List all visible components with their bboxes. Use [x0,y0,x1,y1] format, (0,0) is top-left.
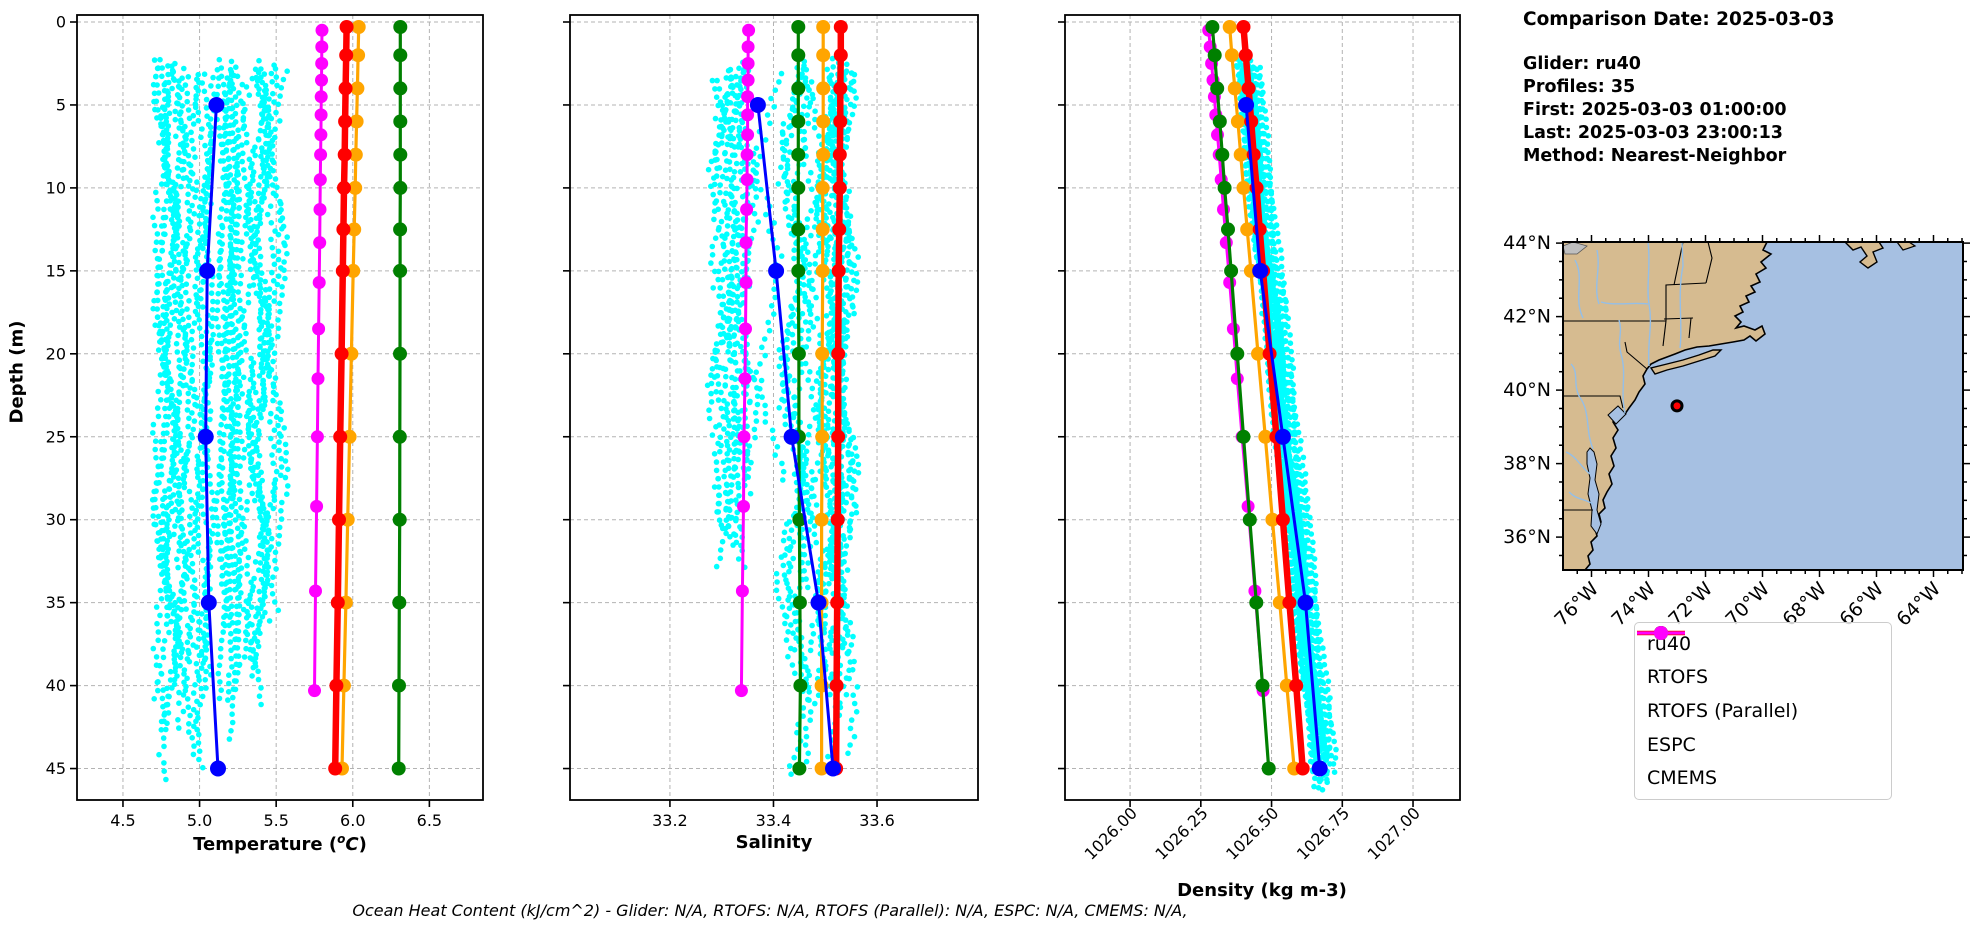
map-coastline [1563,242,1773,570]
svg-text:6.5: 6.5 [417,811,442,830]
density-panel: 1026.00 1026.25 1026.50 1026.75 1027.00 [1058,14,1461,864]
svg-text:15: 15 [46,261,66,280]
density-series-ru40 [1238,97,1328,777]
temperature-label-pre: Temperature ( [193,834,338,855]
svg-text:20: 20 [46,344,66,363]
profiles-count: Profiles: 35 [1523,77,1636,97]
legend-label: ESPC [1647,733,1696,756]
svg-text:33.4: 33.4 [756,811,792,830]
density-series-espc [1205,20,1276,776]
salinity-series-ru40 [749,97,841,777]
temperature-axes-frame [76,14,484,801]
temperature-ticks [70,21,431,807]
map-rivers [1565,242,1684,505]
map-nova-scotia [1844,242,1885,269]
density-axis-label: Density (kg m-3) [1177,880,1347,901]
ocean-heat-content-note: Ocean Heat Content (kJ/cm^2) - Glider: N… [352,901,1188,920]
salinity-series-rtofs [829,20,848,776]
svg-text:5: 5 [56,95,66,114]
legend-item-espc: ESPC [1637,626,1879,756]
map-chesapeake-bay [1586,447,1602,536]
method: Method: Nearest-Neighbor [1523,146,1787,166]
density-tick-labels: 1026.00 1026.25 1026.50 1026.75 1027.00 [1081,803,1424,863]
last-timestamp: Last: 2025-03-03 23:00:13 [1523,123,1783,143]
temperature-axis-label: Temperature (oC) [193,832,367,855]
svg-text:25: 25 [46,427,66,446]
map-island [1896,242,1917,251]
first-timestamp: First: 2025-03-03 01:00:00 [1523,100,1787,120]
salinity-series-rtofs-parallel- [814,20,831,776]
temperature-series-ru40 [197,97,226,777]
map-state-borders [1563,242,1713,511]
legend-label: CMEMS [1647,767,1718,790]
legend-label: RTOFS [1647,666,1709,689]
svg-text:40: 40 [46,676,66,695]
legend: ru40 RTOFS RTOFS (Parallel) ESPC CMEMS [1634,622,1892,800]
svg-text:33.6: 33.6 [859,811,895,830]
salinity-series-cmems [734,23,756,698]
temperature-series-rtofs [328,20,354,776]
density-axes-frame [1064,14,1461,801]
depth-axis-label: Depth (m) [6,320,28,424]
temperature-tick-labels: 4.5 5.0 5.5 6.0 6.5 0 5 10 15 20 25 30 35 40 45 [46,13,442,831]
temperature-panel: 4.5 5.0 5.5 6.0 6.5 0 5 10 15 20 25 30 35 40 45 [46,13,484,831]
map-ticks [1556,235,1970,577]
svg-text:45: 45 [46,759,66,778]
salinity-tick-labels: 33.2 33.4 33.6 [652,811,895,830]
salinity-grid [570,15,978,800]
salinity-ticks [563,21,878,807]
map-long-island [1649,349,1723,375]
svg-text:35: 35 [46,593,66,612]
density-ticks [1058,21,1414,807]
salinity-panel: 33.2 33.4 33.6 [563,14,979,830]
svg-text:0: 0 [56,13,66,32]
info-panel: Comparison Date: 2025-03-03 Glider: ru40… [1523,8,1835,168]
svg-text:33.2: 33.2 [652,811,688,830]
comparison-date: Comparison Date: 2025-03-03 [1523,9,1835,30]
svg-text:5.5: 5.5 [263,811,288,830]
salinity-axes-frame [569,14,979,801]
legend-label: RTOFS (Parallel) [1647,699,1799,722]
temperature-raw-scatter [149,56,291,783]
density-series-rtofs-parallel- [1222,20,1302,776]
temperature-label-post: ) [358,834,367,855]
svg-text:5.0: 5.0 [187,811,212,830]
location-map: 44°N42°N40°N38°N36°N76°W 74°W 72°W 70°W 68°W… [1503,232,1970,631]
legend-marker-icon [1637,626,1685,640]
legend-item-cmems: CMEMS [1637,626,1879,790]
info-spacer [1523,31,1835,53]
glider-position-marker [1670,399,1684,413]
degree-unit: oC [337,832,359,855]
svg-text:4.5: 4.5 [110,811,135,830]
salinity-axis-label: Salinity [735,832,813,853]
svg-text:30: 30 [46,510,66,529]
temperature-series-cmems [308,23,329,698]
svg-text:10: 10 [46,178,66,197]
glider-name: Glider: ru40 [1523,54,1641,74]
temperature-series-espc [391,20,408,776]
legend-item-rtofs-parallel-: RTOFS (Parallel) [1637,626,1879,722]
salinity-series-espc [791,20,808,776]
map-delaware-bay [1607,405,1627,425]
svg-text:6.0: 6.0 [340,811,365,830]
legend-item-rtofs: RTOFS [1637,626,1879,689]
